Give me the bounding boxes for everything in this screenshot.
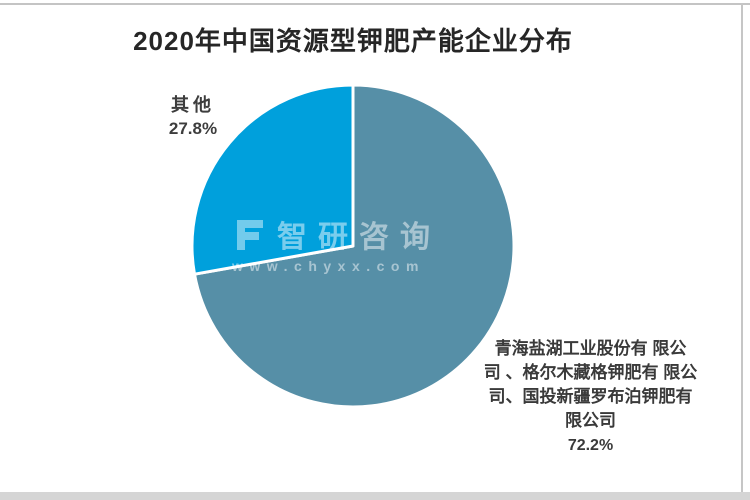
pie-label-main-line2: 司 、格尔木藏格钾肥有 限公	[483, 363, 698, 382]
pie-label-other-name: 其他	[171, 95, 215, 115]
pie-label-main-percent: 72.2%	[567, 437, 614, 454]
top-border-line	[0, 3, 750, 5]
pie-label-other: 其他 27.8%	[128, 94, 258, 140]
pie-label-main-line3: 司、国投新疆罗布泊钾肥有	[488, 387, 693, 406]
pie-label-main-line1: 青海盐湖工业股份有 限公	[494, 339, 687, 358]
pie-label-other-percent: 27.8%	[168, 119, 218, 138]
chart-title: 2020年中国资源型钾肥产能企业分布	[133, 26, 573, 56]
pie-label-main: 青海盐湖工业股份有 限公 司 、格尔木藏格钾肥有 限公 司、国投新疆罗布泊钾肥有…	[468, 337, 713, 458]
bottom-border-bar	[0, 492, 750, 500]
right-border-line	[741, 3, 743, 492]
pie-slice-other	[190, 83, 355, 276]
pie-label-main-line4: 限公司	[565, 411, 616, 430]
